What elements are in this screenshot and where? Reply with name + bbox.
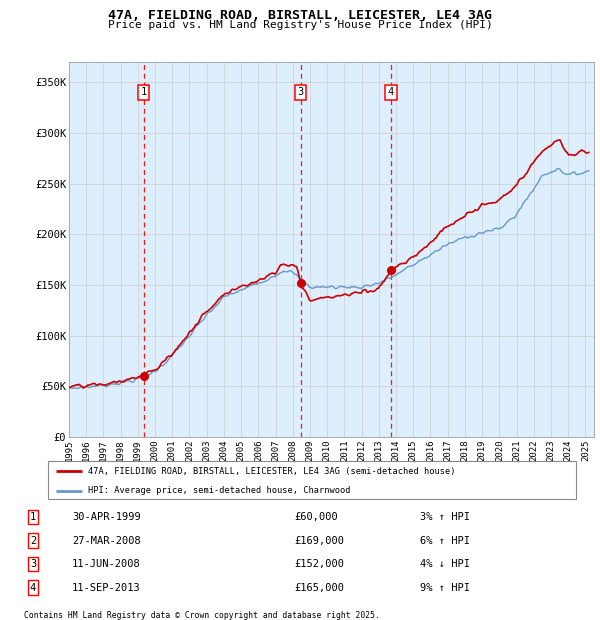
Text: 1: 1 (30, 512, 36, 522)
Text: Contains HM Land Registry data © Crown copyright and database right 2025.: Contains HM Land Registry data © Crown c… (24, 611, 380, 620)
Text: 3: 3 (298, 87, 304, 97)
Text: 47A, FIELDING ROAD, BIRSTALL, LEICESTER, LE4 3AG: 47A, FIELDING ROAD, BIRSTALL, LEICESTER,… (108, 9, 492, 22)
Text: 30-APR-1999: 30-APR-1999 (72, 512, 141, 522)
Text: 6% ↑ HPI: 6% ↑ HPI (420, 536, 470, 546)
Text: 11-SEP-2013: 11-SEP-2013 (72, 583, 141, 593)
Text: 4: 4 (30, 583, 36, 593)
Text: 3% ↑ HPI: 3% ↑ HPI (420, 512, 470, 522)
FancyBboxPatch shape (48, 461, 576, 499)
Text: 27-MAR-2008: 27-MAR-2008 (72, 536, 141, 546)
Text: 47A, FIELDING ROAD, BIRSTALL, LEICESTER, LE4 3AG (semi-detached house): 47A, FIELDING ROAD, BIRSTALL, LEICESTER,… (88, 467, 455, 476)
Text: 4: 4 (388, 87, 394, 97)
Text: £152,000: £152,000 (294, 559, 344, 569)
Text: £169,000: £169,000 (294, 536, 344, 546)
Text: 1: 1 (140, 87, 146, 97)
Text: 2: 2 (30, 536, 36, 546)
Text: 4% ↓ HPI: 4% ↓ HPI (420, 559, 470, 569)
Text: £60,000: £60,000 (294, 512, 338, 522)
Text: Price paid vs. HM Land Registry's House Price Index (HPI): Price paid vs. HM Land Registry's House … (107, 20, 493, 30)
Text: 9% ↑ HPI: 9% ↑ HPI (420, 583, 470, 593)
Text: 3: 3 (30, 559, 36, 569)
Text: £165,000: £165,000 (294, 583, 344, 593)
Text: 11-JUN-2008: 11-JUN-2008 (72, 559, 141, 569)
Text: HPI: Average price, semi-detached house, Charnwood: HPI: Average price, semi-detached house,… (88, 486, 350, 495)
